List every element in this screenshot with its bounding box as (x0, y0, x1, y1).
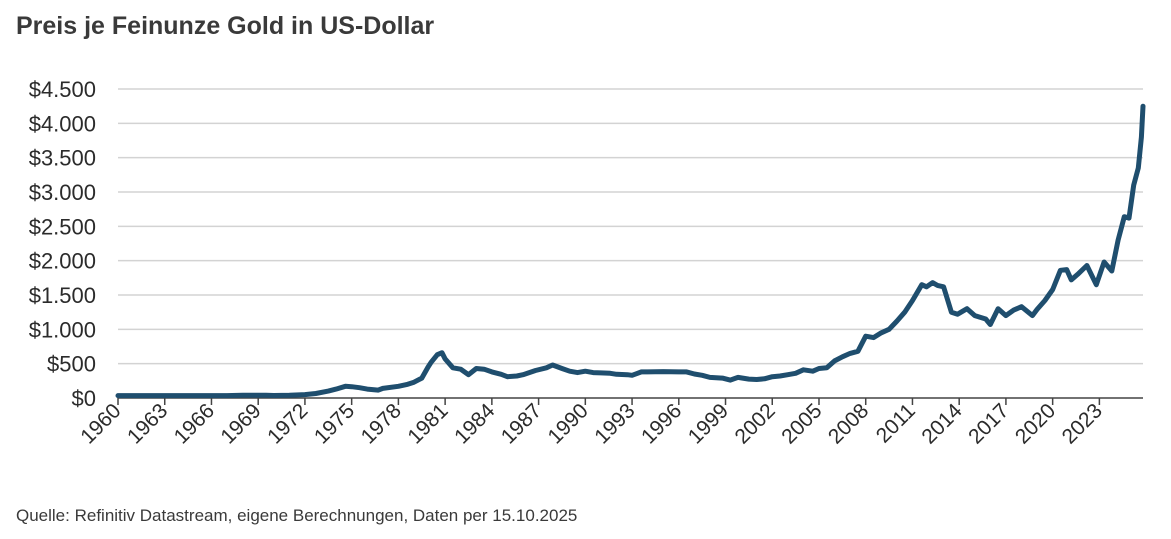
x-tick-label: 1996 (637, 399, 686, 448)
x-tick-label: 1978 (357, 399, 406, 448)
x-tick-label: 1969 (216, 399, 265, 448)
x-tick-label: 2020 (1011, 399, 1060, 448)
y-tick-label: $2.500 (29, 214, 96, 239)
y-tick-label: $1.500 (29, 283, 96, 308)
y-axis-ticks: $0 $500 $1.000 $1.500 $2.000 $2.500 $3.000 $3.5… (29, 77, 96, 411)
source-note: Quelle: Refinitiv Datastream, eigene Ber… (16, 506, 578, 525)
x-tick-label: 2011 (872, 399, 920, 447)
x-tick-label: 2014 (917, 399, 967, 449)
x-tick-label: 1966 (170, 399, 219, 448)
x-tick-label: 1990 (544, 399, 593, 448)
y-tick-label: $500 (47, 352, 96, 377)
x-tick-label: 1993 (590, 399, 639, 448)
y-tick-label: $3.500 (29, 146, 96, 171)
gold-price-series-line (115, 103, 1146, 399)
x-tick-label: 2002 (730, 399, 779, 448)
x-tick-label: 1984 (450, 399, 500, 449)
x-tick-label: 2023 (1058, 399, 1107, 448)
x-tick-label: 2017 (964, 399, 1013, 448)
y-tick-label: $4.500 (29, 77, 96, 102)
x-axis-ticks: 1960196319661969197219751978198119841987… (76, 398, 1107, 449)
x-tick-label: 1981 (403, 399, 452, 448)
series-layer (115, 103, 1146, 399)
y-tick-label: $4.000 (29, 111, 96, 136)
x-tick-label: 1975 (310, 399, 359, 448)
x-tick-label: 1987 (497, 399, 546, 448)
x-tick-label: 1999 (684, 399, 733, 448)
x-tick-label: 2008 (824, 399, 873, 448)
grid-layer (118, 88, 1143, 399)
chart-title: Preis je Feinunze Gold in US-Dollar (16, 12, 435, 40)
x-tick-label: 2005 (777, 399, 826, 448)
y-tick-label: $2.000 (29, 249, 96, 274)
y-tick-label: $1.000 (29, 317, 96, 342)
x-tick-label: 1972 (263, 399, 312, 448)
x-tick-label: 1963 (123, 399, 172, 448)
y-tick-label: $3.000 (29, 180, 96, 205)
y-tick-label: $0 (72, 386, 96, 411)
